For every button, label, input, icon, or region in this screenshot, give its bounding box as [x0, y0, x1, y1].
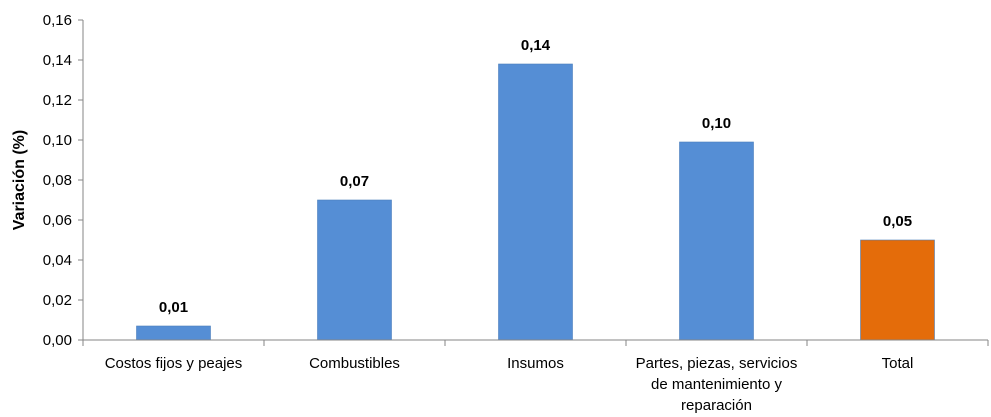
x-tick-label: Combustibles	[309, 355, 400, 372]
y-tick-label: 0,12	[43, 92, 72, 109]
x-tick-label: Costos fijos y peajes	[105, 355, 243, 372]
data-label: 0,10	[702, 115, 731, 132]
y-tick-label: 0,16	[43, 12, 72, 29]
y-tick-label: 0,02	[43, 292, 72, 309]
x-tick-label: Partes, piezas, servicios de mantenimient…	[636, 355, 798, 414]
x-tick-label: Total	[882, 355, 914, 372]
y-tick-label: 0,00	[43, 332, 72, 349]
x-axis: Costos fijos y peajes Combustibles Insumos…	[82, 339, 989, 414]
y-tick-label: 0,14	[43, 52, 72, 69]
bar	[860, 239, 935, 341]
y-tick-label: 0,08	[43, 172, 72, 189]
y-tick-label: 0,10	[43, 132, 72, 149]
x-tick-label: Insumos	[507, 355, 564, 372]
bars: 0,01 0,07 0,14 0,10 0,05	[136, 37, 935, 341]
bar	[498, 63, 573, 341]
bar	[679, 141, 754, 341]
data-label: 0,05	[883, 213, 912, 230]
y-axis: 0,00 0,02 0,04 0,06 0,08 0,10 0,12 0,14 0,16	[43, 12, 84, 349]
data-label: 0,01	[159, 299, 188, 316]
y-axis-title: Variación (%)	[11, 130, 28, 230]
y-tick-label: 0,04	[43, 252, 72, 269]
data-label: 0,07	[340, 173, 369, 190]
y-tick-label: 0,06	[43, 212, 72, 229]
data-label: 0,14	[521, 37, 551, 54]
bar	[317, 199, 392, 341]
bar	[136, 325, 211, 341]
